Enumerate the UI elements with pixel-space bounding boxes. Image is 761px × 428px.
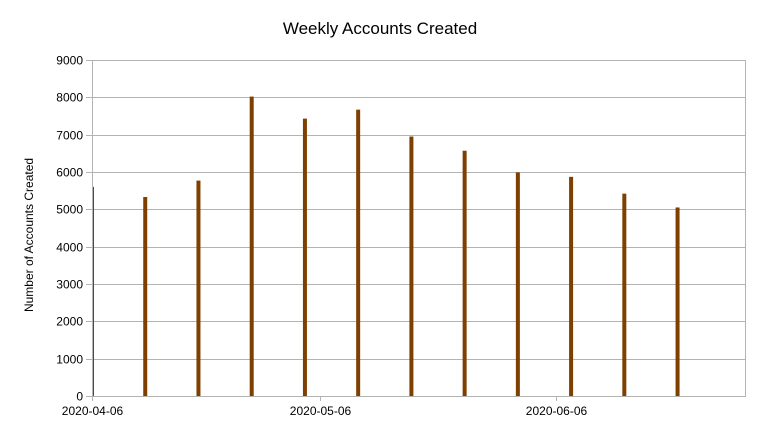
y-tick-label: 0 <box>76 390 83 404</box>
bar <box>356 109 361 397</box>
y-tick-label: 4000 <box>56 241 83 255</box>
plot-border <box>92 60 746 397</box>
y-tick-label: 2000 <box>56 315 83 329</box>
y-tick-label: 5000 <box>56 203 83 217</box>
grid-lines <box>92 60 746 360</box>
bar <box>143 197 148 396</box>
y-tick-label: 7000 <box>56 129 83 143</box>
bar <box>515 172 520 396</box>
bar <box>196 180 201 396</box>
bar <box>249 96 254 396</box>
x-tick-label: 2020-04-06 <box>62 404 124 418</box>
bar <box>675 207 680 396</box>
chart-title: Weekly Accounts Created <box>283 19 477 38</box>
x-tick-label: 2020-06-06 <box>526 404 588 418</box>
y-tick-label: 6000 <box>56 166 83 180</box>
y-tick-label: 3000 <box>56 278 83 292</box>
bar <box>622 193 627 396</box>
plot-frame <box>92 60 746 397</box>
bar <box>462 150 467 396</box>
bar <box>569 176 574 396</box>
y-tick-label: 1000 <box>56 353 83 367</box>
y-tick-label: 8000 <box>56 91 83 105</box>
bars <box>92 96 680 397</box>
bar <box>302 118 307 396</box>
bar <box>409 136 414 397</box>
x-ticks: 2020-04-06 2020-05-06 2020-06-06 <box>62 396 588 418</box>
y-ticks: 0 1000 2000 3000 4000 5000 6000 7000 8000 9000 <box>56 54 92 404</box>
y-axis-label: Number of Accounts Created <box>22 158 36 312</box>
y-tick-label: 9000 <box>56 54 83 68</box>
x-tick-label: 2020-05-06 <box>290 404 352 418</box>
